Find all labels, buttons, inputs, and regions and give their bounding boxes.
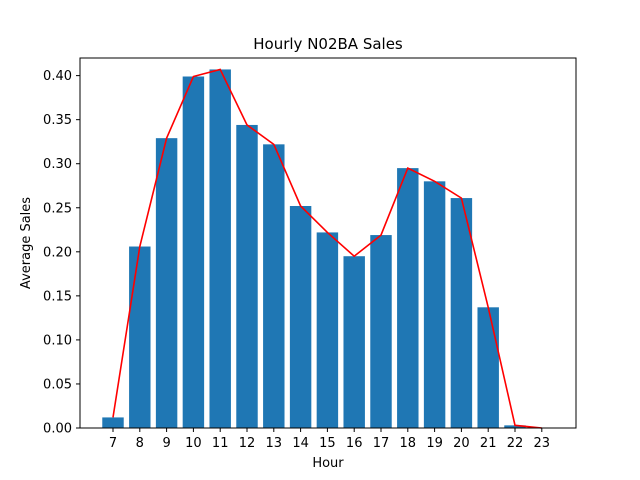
- y-tick-label-5: 0.25: [43, 201, 72, 216]
- y-tick-label-1: 0.05: [43, 377, 72, 392]
- x-tick-label-15: 15: [319, 436, 336, 451]
- bar-11: [209, 69, 231, 428]
- y-tick-label-2: 0.10: [43, 333, 72, 348]
- x-tick-label-14: 14: [292, 436, 309, 451]
- bar-19: [423, 181, 446, 428]
- bar-7: [102, 417, 124, 428]
- y-tick-label-3: 0.15: [43, 289, 72, 304]
- x-tick-label-22: 22: [507, 436, 524, 451]
- y-tick-label-6: 0.30: [43, 157, 72, 172]
- x-tick-label-12: 12: [239, 436, 256, 451]
- line-group: [112, 68, 542, 429]
- x-tick-label-10: 10: [185, 436, 202, 451]
- y-tick-label-7: 0.35: [43, 113, 72, 128]
- bar-22: [504, 425, 526, 428]
- x-tick-label-20: 20: [453, 436, 470, 451]
- bar-9: [155, 138, 178, 428]
- y-tick-label-8: 0.40: [43, 69, 72, 84]
- trend-line: [112, 68, 542, 429]
- x-tick-label-17: 17: [373, 436, 390, 451]
- plot-frame: [79, 57, 577, 429]
- x-tick-label-13: 13: [266, 436, 283, 451]
- y-tick-label-0: 0.00: [43, 422, 72, 437]
- x-tick-label-8: 8: [136, 436, 144, 451]
- x-tick-label-9: 9: [162, 436, 170, 451]
- x-tick-label-19: 19: [426, 436, 443, 451]
- y-axis-label: Average Sales: [19, 197, 34, 289]
- bars-group: [102, 69, 526, 429]
- bar-12: [236, 124, 258, 428]
- bar-21: [477, 307, 499, 428]
- y-tick-label-4: 0.20: [43, 245, 72, 260]
- bar-8: [129, 246, 151, 428]
- bar-14: [289, 206, 312, 428]
- bar-16: [343, 256, 365, 428]
- x-tick-label-11: 11: [212, 436, 229, 451]
- x-tick-label-18: 18: [400, 436, 417, 451]
- x-tick-label-16: 16: [346, 436, 363, 451]
- bar-18: [397, 168, 419, 428]
- x-tick-label-7: 7: [109, 436, 117, 451]
- bar-17: [370, 235, 392, 428]
- x-axis-label: Hour: [312, 456, 344, 471]
- x-tick-label-23: 23: [534, 436, 551, 451]
- chart-title: Hourly N02BA Sales: [253, 35, 403, 53]
- bar-13: [263, 144, 285, 429]
- x-tick-label-21: 21: [480, 436, 497, 451]
- bar-10: [182, 76, 205, 428]
- bar-15: [316, 232, 339, 428]
- y-axis: 0.00 0.05 0.10 0.15 0.20 0.25 0.30 0.35 0.40: [43, 69, 80, 437]
- x-axis: 7 8 9 10 11 12 13 14 15 16 17 18 19 20 21 22 23: [109, 428, 550, 451]
- bar-20: [450, 198, 473, 428]
